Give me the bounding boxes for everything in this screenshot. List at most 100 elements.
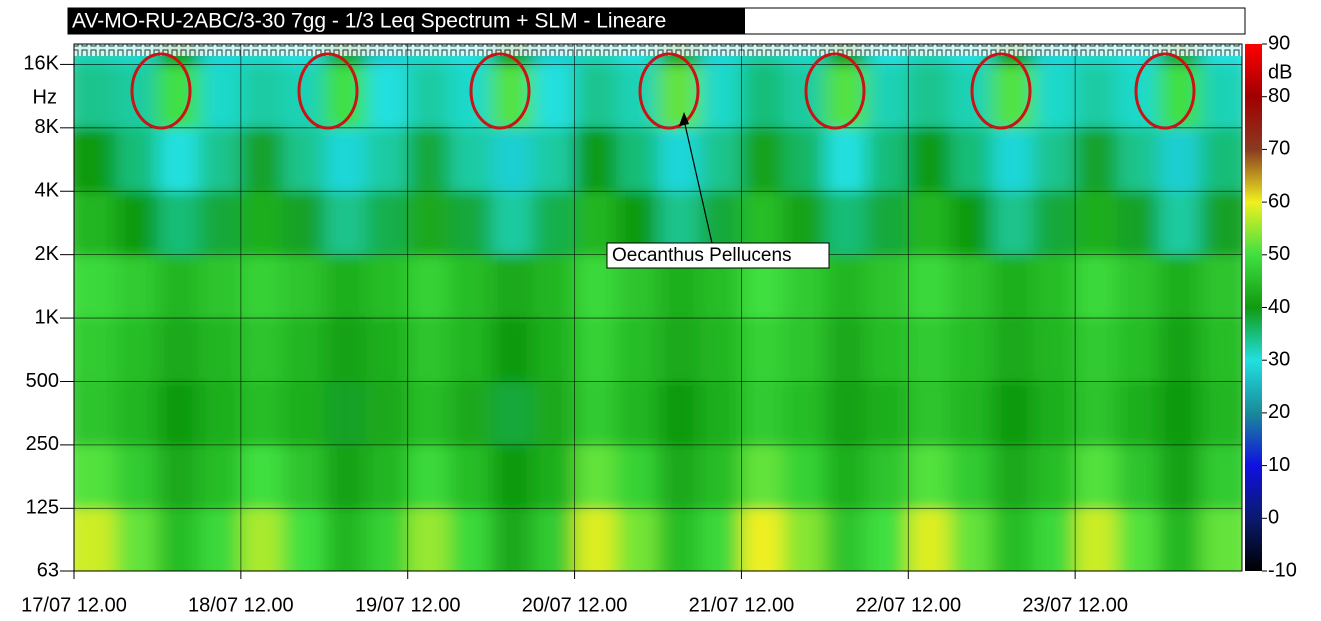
heat-cell [116, 445, 158, 509]
heat-cell [199, 508, 241, 583]
heat-cell [1117, 381, 1159, 445]
heat-cell [741, 381, 783, 445]
heat-cell [533, 64, 575, 128]
heat-cell [408, 255, 450, 319]
heat-cell [616, 508, 658, 583]
heat-cell [1075, 191, 1117, 255]
heat-cell [449, 191, 491, 255]
heat-cell [366, 191, 408, 255]
heat-cell [616, 128, 658, 192]
y-tick-label: 8K [35, 116, 60, 138]
heat-cell [1075, 381, 1117, 445]
heat-cell [1117, 191, 1159, 255]
heat-cell [1159, 255, 1201, 319]
heat-cell [1159, 318, 1201, 382]
heat-cell [366, 255, 408, 319]
heat-cell [449, 445, 491, 509]
heat-cell [449, 508, 491, 583]
heat-cell [658, 128, 700, 192]
heat-cell [908, 445, 950, 509]
heat-cell [867, 318, 909, 382]
heat-cell [62, 445, 116, 509]
heat-cell [408, 445, 450, 509]
heat-cell [116, 318, 158, 382]
heat-cell [950, 381, 992, 445]
heat-cell [741, 64, 783, 128]
heat-cell [1033, 445, 1075, 509]
heat-cell [449, 128, 491, 192]
heat-cell [283, 318, 325, 382]
x-tick-label: 21/07 12.00 [689, 594, 795, 616]
heat-cell [283, 191, 325, 255]
annotation: Oecanthus Pellucens [612, 245, 792, 266]
heat-cell [533, 508, 575, 583]
heat-cell [575, 64, 617, 128]
heat-cell [324, 381, 366, 445]
heat-cell [867, 191, 909, 255]
colorbar-tick-label: 70 [1268, 138, 1290, 160]
heat-cell [616, 381, 658, 445]
heat-cell [283, 128, 325, 192]
heat-cell [283, 381, 325, 445]
heat-cell [700, 381, 742, 445]
heat-cell [533, 128, 575, 192]
heat-cell [408, 191, 450, 255]
chart-title: AV-MO-RU-2ABC/3-30 7gg - 1/3 Leq Spectru… [72, 10, 666, 33]
heat-cell [1033, 191, 1075, 255]
colorbar-tick-label: 20 [1268, 401, 1290, 423]
heat-cell [575, 381, 617, 445]
heat-cell [62, 381, 116, 445]
heat-cell [616, 318, 658, 382]
colorbar-label: dB [1268, 61, 1292, 83]
y-tick-label: 4K [35, 180, 60, 202]
heat-cell [283, 445, 325, 509]
heat-cell [366, 508, 408, 583]
heat-cell [783, 508, 825, 583]
heat-cell [825, 381, 867, 445]
heat-cell [783, 64, 825, 128]
colorbar [1245, 44, 1262, 571]
heat-cell [783, 318, 825, 382]
heat-cell [157, 445, 199, 509]
heat-cell [867, 445, 909, 509]
heat-cell [199, 445, 241, 509]
heat-cell [867, 508, 909, 583]
heat-cell [1117, 445, 1159, 509]
heat-cell [700, 445, 742, 509]
heat-cell [1117, 128, 1159, 192]
heat-cell [491, 128, 533, 192]
heat-cell [741, 128, 783, 192]
heat-cell [867, 255, 909, 319]
heat-cell [908, 64, 950, 128]
heat-cell [992, 318, 1034, 382]
heat-cell [324, 508, 366, 583]
heat-cell [241, 128, 283, 192]
heat-cell [241, 508, 283, 583]
heat-cell [575, 445, 617, 509]
heat-cell [992, 128, 1034, 192]
heat-cell [199, 191, 241, 255]
heat-cell [449, 255, 491, 319]
heat-cell [199, 381, 241, 445]
heat-cell [1033, 64, 1075, 128]
heat-cell [241, 318, 283, 382]
heat-cell [62, 191, 116, 255]
heat-cell [491, 381, 533, 445]
heat-cell [241, 191, 283, 255]
heat-cell [950, 191, 992, 255]
heat-cell [157, 191, 199, 255]
heat-cell [1075, 445, 1117, 509]
heat-cell [199, 318, 241, 382]
heat-cell [62, 64, 116, 128]
colorbar-tick-label: -10 [1268, 559, 1297, 581]
heat-cell [491, 318, 533, 382]
heat-cell [366, 318, 408, 382]
chart: AV-MO-RU-2ABC/3-30 7gg - 1/3 Leq Spectru… [0, 0, 1321, 616]
heat-cell [700, 128, 742, 192]
heat-cell [950, 445, 992, 509]
heat-cell [908, 128, 950, 192]
heat-cell [908, 255, 950, 319]
heat-cell [366, 445, 408, 509]
heat-cell [283, 255, 325, 319]
heat-cell [283, 508, 325, 583]
